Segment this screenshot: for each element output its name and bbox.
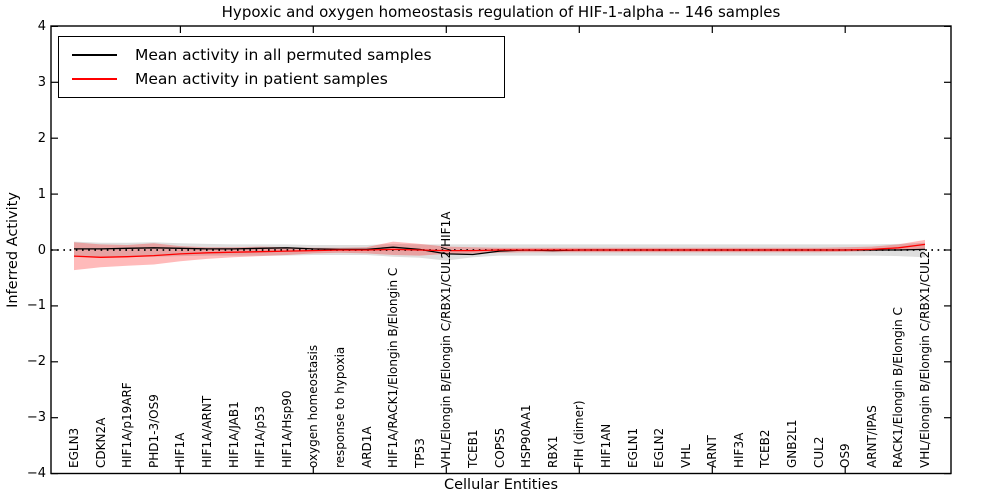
- x-tick-label: EGLN3: [67, 427, 81, 468]
- x-tick-label: HIF1A/JAB1: [226, 401, 241, 468]
- x-tick-label: ARNT: [705, 435, 720, 468]
- y-tick-label: 0: [37, 242, 46, 258]
- x-tick-label: ARD1A: [359, 426, 374, 468]
- y-tick-label: 3: [37, 74, 46, 90]
- y-tick-label: 4: [37, 18, 46, 34]
- x-tick-label: GNB2L1: [785, 419, 799, 468]
- x-tick-label: HIF1A/ARNT: [200, 395, 214, 468]
- legend-label-patient: Mean activity in patient samples: [135, 70, 388, 88]
- y-tick-label: −3: [26, 410, 46, 426]
- x-tick-label: HIF1AN: [598, 423, 613, 468]
- x-tick-label: CUL2: [811, 436, 826, 468]
- x-axis-label: Cellular Entities: [443, 477, 559, 493]
- x-tick-label: HIF1A/p19ARF: [120, 382, 135, 468]
- x-tick-label: HSP90AA1: [519, 404, 534, 468]
- patient-mean-line: [73, 243, 926, 258]
- legend-item-patient: Mean activity in patient samples: [72, 70, 504, 88]
- x-tick-label: HIF1A/Hsp90: [279, 390, 294, 468]
- x-tick-label: VHL/Elongin B/Elongin C/RBX1/CUL2: [918, 250, 932, 468]
- legend-item-permuted: Mean activity in all permuted samples: [72, 46, 504, 64]
- x-tick-label: COPS5: [492, 427, 507, 468]
- chart-title: Hypoxic and oxygen homeostasis regulatio…: [221, 3, 781, 21]
- x-tick-label: HIF3A: [731, 432, 746, 468]
- x-tick-label: HIF1A: [173, 432, 188, 468]
- x-tick-label: VHL/Elongin B/Elongin C/RBX1/CUL2/HIF1A: [439, 211, 454, 468]
- x-tick-label: TCEB2: [758, 429, 773, 468]
- x-tick-label: HIF1A/RACK1/Elongin B/Elongin C: [386, 267, 401, 468]
- x-tick-label: ARNT/IPAS: [864, 405, 879, 468]
- x-tick-label: FIH (dimer): [572, 400, 587, 468]
- x-tick-label: EGLN1: [625, 427, 640, 468]
- x-tick-label: RBX1: [545, 435, 560, 468]
- x-tick-label: PHD1-3/OS9: [146, 394, 161, 468]
- x-tick-label: HIF1A/p53: [253, 405, 268, 468]
- x-tick-label: response to hypoxia: [332, 346, 347, 468]
- legend: Mean activity in all permuted samples Me…: [58, 36, 505, 98]
- x-tick-label: VHL: [678, 444, 693, 468]
- y-tick-label: −1: [26, 298, 46, 314]
- x-tick-label: RACK1/Elongin B/Elongin C: [891, 307, 906, 468]
- legend-label-permuted: Mean activity in all permuted samples: [135, 46, 432, 64]
- x-tick-label: EGLN2: [652, 427, 667, 468]
- black-line-sample: [72, 54, 117, 56]
- y-tick-label: −2: [26, 354, 46, 370]
- x-tick-label: CDKN2A: [93, 417, 108, 468]
- red-line-sample: [72, 78, 117, 80]
- x-tick-label: TCEB1: [465, 429, 480, 468]
- y-tick-label: 2: [37, 130, 46, 146]
- x-tick-label: oxygen homeostasis: [306, 344, 321, 468]
- x-tick-label: TP53: [412, 438, 427, 468]
- x-tick-label: OS9: [838, 443, 853, 468]
- y-tick-label: 1: [37, 186, 46, 202]
- y-tick-label: −4: [26, 466, 46, 482]
